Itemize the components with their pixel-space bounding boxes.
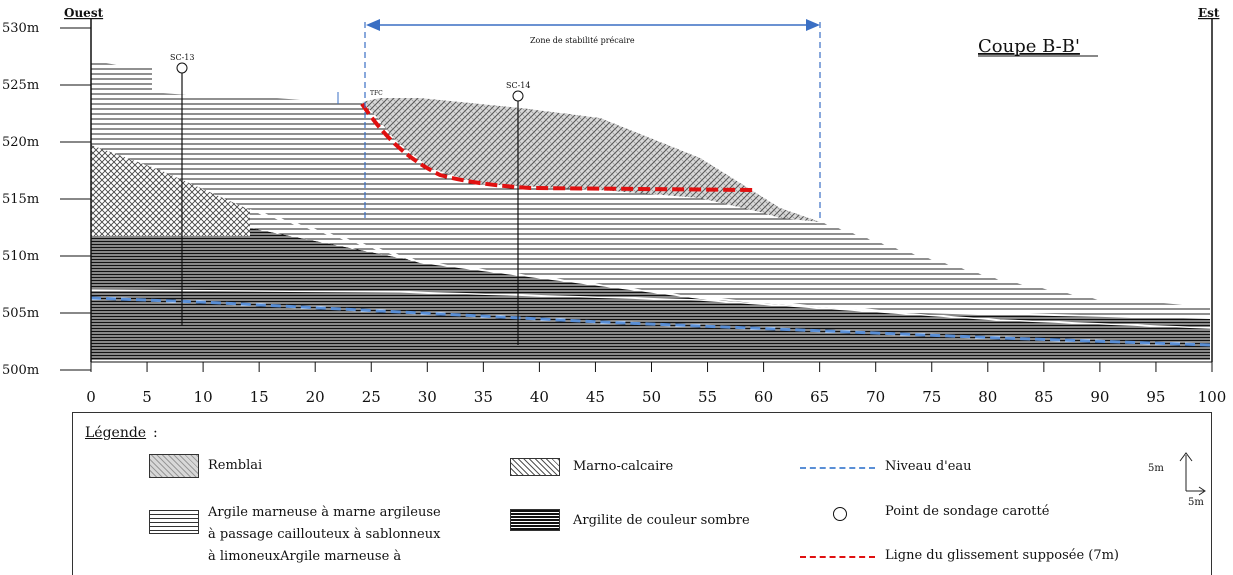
borehole-marker xyxy=(512,90,524,102)
x-tick-label: 95 xyxy=(1146,388,1165,406)
y-tick-label: 525m xyxy=(2,78,39,93)
x-tick-label: 0 xyxy=(86,388,96,406)
x-tick-label: 20 xyxy=(306,388,325,406)
x-tick-label: 85 xyxy=(1034,388,1053,406)
scale-vertical-label: 5m xyxy=(1148,463,1164,474)
y-tick-label: 515m xyxy=(2,192,39,207)
section-title: Coupe B-B' xyxy=(978,36,1080,57)
y-tick-label: 500m xyxy=(2,363,39,378)
marno-label: Marno-calcaire xyxy=(573,459,674,474)
tfc-label: TFC xyxy=(370,90,383,97)
x-tick-label: 75 xyxy=(922,388,941,406)
east-label: Est xyxy=(1198,6,1220,20)
y-tick-label: 510m xyxy=(2,249,39,264)
x-tick-label: 100 xyxy=(1198,388,1227,406)
zone-label: Zone de stabilité précaire xyxy=(530,36,635,45)
water-level-label: Niveau d'eau xyxy=(885,459,972,474)
zone-arrow-head-right xyxy=(806,19,820,31)
x-tick-label: 5 xyxy=(142,388,152,406)
y-axis: 530m 525m 520m 515m 510m 505m 500m xyxy=(2,21,91,378)
x-tick-label: 15 xyxy=(250,388,269,406)
scale-indicator: 5m 5m xyxy=(1148,452,1206,508)
borehole-label: SC-13 xyxy=(170,53,194,62)
remblai-label: Remblai xyxy=(208,458,263,473)
x-tick-label: 65 xyxy=(810,388,829,406)
x-tick-label: 40 xyxy=(530,388,549,406)
west-label: Ouest xyxy=(64,6,104,20)
x-tick-label: 90 xyxy=(1090,388,1109,406)
argilite-swatch xyxy=(510,509,560,531)
borehole-marker xyxy=(176,62,188,74)
argile-label-line1: Argile marneuse à marne argileuse xyxy=(208,505,441,520)
x-tick-label: 25 xyxy=(362,388,381,406)
argilite-layer xyxy=(91,228,1210,360)
argile-swatch xyxy=(149,510,199,534)
borehole-legend-marker xyxy=(833,507,847,521)
x-tick-label: 70 xyxy=(866,388,885,406)
slip-line-label: Ligne du glissement supposée (7m) xyxy=(885,548,1120,563)
x-tick-label: 55 xyxy=(698,388,717,406)
water-level-line xyxy=(90,296,1211,347)
borehole-sc13: SC-13 xyxy=(170,53,194,325)
borehole-sc14: SC-14 xyxy=(506,81,530,345)
legend-title: Légende xyxy=(85,425,147,441)
x-tick-label: 45 xyxy=(586,388,605,406)
argile-label-line2: à passage caillouteux à sablonneux xyxy=(208,527,441,542)
x-tick-label: 60 xyxy=(754,388,773,406)
scale-horizontal-label: 5m xyxy=(1188,497,1204,508)
contact-line xyxy=(90,289,1211,329)
x-tick-label: 50 xyxy=(642,388,661,406)
argilite-label: Argilite de couleur sombre xyxy=(573,513,750,528)
borehole-label: SC-14 xyxy=(506,81,530,90)
y-tick-label: 520m xyxy=(2,135,39,150)
remblai-layer xyxy=(362,98,820,222)
x-tick-label: 10 xyxy=(194,388,213,406)
slip-surface-line xyxy=(360,102,756,192)
x-axis: 0 5 10 15 20 25 30 35 40 45 50 55 60 65 70 75 80 85 90 95 10… xyxy=(86,362,1226,406)
argile-label-line3: à limoneuxArgile marneuse à xyxy=(208,549,402,564)
remblai-swatch xyxy=(149,454,199,478)
x-tick-label: 35 xyxy=(474,388,493,406)
marno-swatch xyxy=(510,458,560,476)
x-tick-label: 80 xyxy=(978,388,997,406)
contact-line xyxy=(249,209,1211,319)
legend-title-colon: : xyxy=(153,425,158,441)
x-tick-label: 30 xyxy=(418,388,437,406)
legend: Légende : Remblai Argile marneuse à marn… xyxy=(72,412,1212,575)
water-level-swatch xyxy=(800,467,875,469)
zone-arrow-head-left xyxy=(366,19,380,31)
borehole-legend-label: Point de sondage carotté xyxy=(885,504,1050,519)
marno-calcaire-layer xyxy=(91,145,250,236)
y-tick-label: 530m xyxy=(2,21,39,36)
slip-line-swatch xyxy=(800,556,875,558)
y-tick-label: 505m xyxy=(2,306,39,321)
